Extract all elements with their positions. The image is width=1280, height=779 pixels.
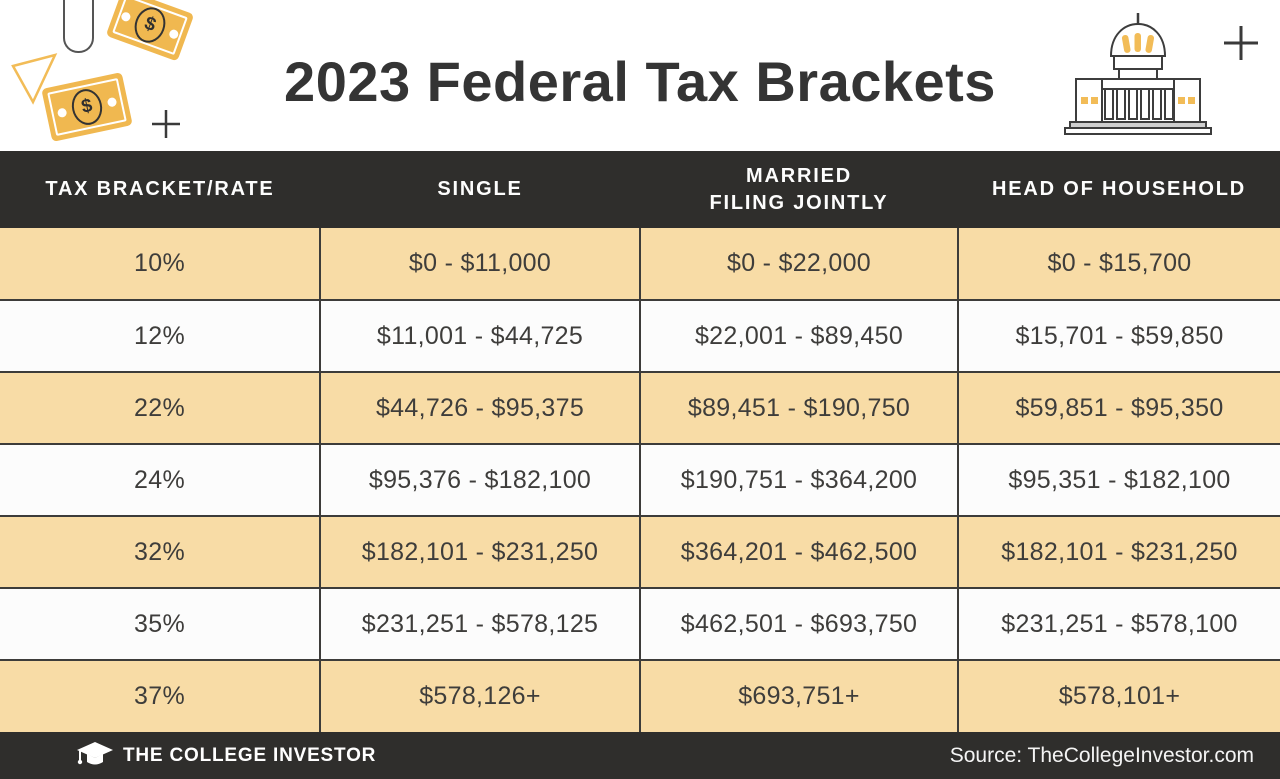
table-row: 32% $182,101 - $231,250 $364,201 - $462,…	[0, 515, 1280, 589]
cell-married: $190,751 - $364,200	[639, 443, 959, 517]
cell-household: $182,101 - $231,250	[957, 515, 1280, 589]
cell-single: $578,126+	[319, 659, 641, 732]
cell-single: $0 - $11,000	[319, 228, 641, 301]
table-header-row: TAX BRACKET/RATE SINGLE MARRIED FILING J…	[0, 151, 1280, 228]
footer-bar: THE COLLEGE INVESTOR Source: TheCollegeI…	[0, 732, 1280, 779]
column-header-bracket: TAX BRACKET/RATE	[0, 151, 320, 228]
table-row: 35% $231,251 - $578,125 $462,501 - $693,…	[0, 587, 1280, 661]
graduation-cap-icon	[77, 742, 113, 765]
plus-icon	[152, 110, 180, 138]
cell-rate: 32%	[0, 515, 321, 589]
cell-household: $59,851 - $95,350	[957, 371, 1280, 445]
cell-married: $22,001 - $89,450	[639, 299, 959, 373]
table-row: 12% $11,001 - $44,725 $22,001 - $89,450 …	[0, 299, 1280, 373]
cell-single: $44,726 - $95,375	[319, 371, 641, 445]
tax-brackets-table: TAX BRACKET/RATE SINGLE MARRIED FILING J…	[0, 151, 1280, 732]
brand-logo: THE COLLEGE INVESTOR	[77, 742, 376, 769]
cell-married: $0 - $22,000	[639, 228, 959, 301]
title-band: $ $ 2	[0, 0, 1280, 151]
cell-single: $231,251 - $578,125	[319, 587, 641, 661]
cell-household: $578,101+	[957, 659, 1280, 732]
column-header-single: SINGLE	[320, 151, 640, 228]
column-header-married: MARRIED FILING JOINTLY	[640, 151, 958, 228]
cell-household: $231,251 - $578,100	[957, 587, 1280, 661]
cell-rate: 10%	[0, 228, 321, 301]
cell-single: $11,001 - $44,725	[319, 299, 641, 373]
source-credit: Source: TheCollegeInvestor.com	[949, 743, 1254, 767]
pill-outline-icon	[63, 0, 94, 53]
table-row: 37% $578,126+ $693,751+ $578,101+	[0, 659, 1280, 732]
cell-rate: 12%	[0, 299, 321, 373]
page-title: 2023 Federal Tax Brackets	[284, 50, 996, 113]
cell-married: $462,501 - $693,750	[639, 587, 959, 661]
cell-married: $693,751+	[639, 659, 959, 732]
cell-rate: 35%	[0, 587, 321, 661]
table-row: 10% $0 - $11,000 $0 - $22,000 $0 - $15,7…	[0, 228, 1280, 301]
table-row: 22% $44,726 - $95,375 $89,451 - $190,750…	[0, 371, 1280, 445]
plus-icon	[1224, 26, 1258, 60]
cell-household: $15,701 - $59,850	[957, 299, 1280, 373]
cell-rate: 24%	[0, 443, 321, 517]
cell-married: $364,201 - $462,500	[639, 515, 959, 589]
cell-married: $89,451 - $190,750	[639, 371, 959, 445]
cell-household: $95,351 - $182,100	[957, 443, 1280, 517]
table-row: 24% $95,376 - $182,100 $190,751 - $364,2…	[0, 443, 1280, 517]
cell-rate: 37%	[0, 659, 321, 732]
triangle-icon	[11, 53, 58, 105]
capitol-icon	[1064, 13, 1212, 135]
cell-single: $95,376 - $182,100	[319, 443, 641, 517]
cell-single: $182,101 - $231,250	[319, 515, 641, 589]
cell-household: $0 - $15,700	[957, 228, 1280, 301]
brand-name: THE COLLEGE INVESTOR	[123, 744, 377, 766]
cell-rate: 22%	[0, 371, 321, 445]
column-header-household: HEAD OF HOUSEHOLD	[958, 151, 1280, 228]
